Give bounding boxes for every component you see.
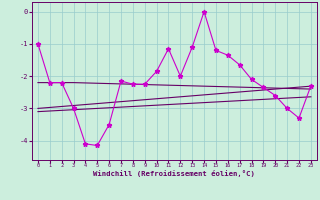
X-axis label: Windchill (Refroidissement éolien,°C): Windchill (Refroidissement éolien,°C) [93,170,255,177]
